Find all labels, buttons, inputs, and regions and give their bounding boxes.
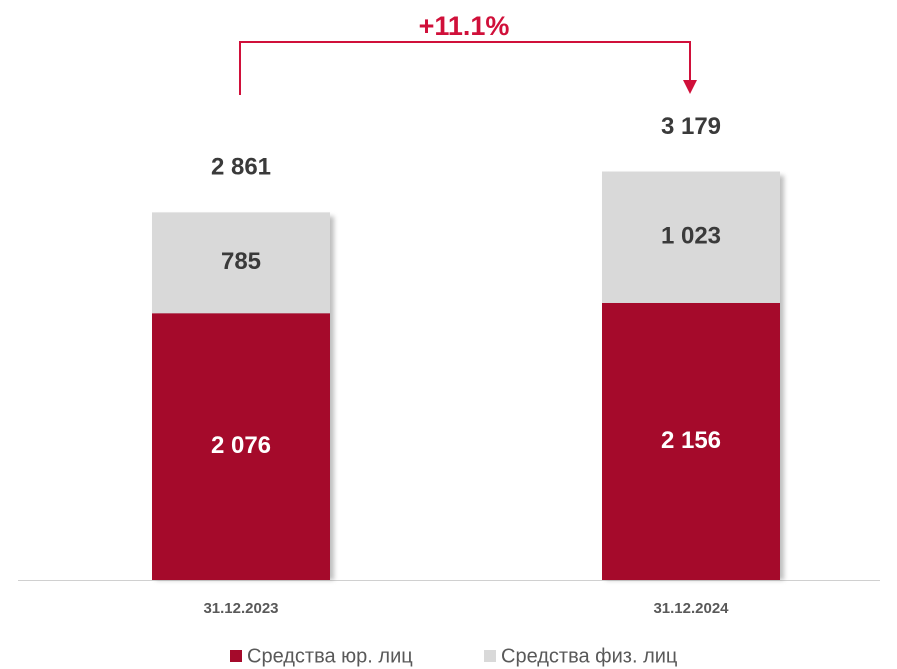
bar-segment: [152, 212, 330, 314]
growth-bracket: [239, 41, 691, 95]
total-label: 3 179: [661, 113, 721, 140]
total-label: 2 861: [211, 154, 271, 181]
bar-segment: [602, 171, 780, 303]
x-tick-label: 31.12.2023: [203, 600, 278, 617]
x-tick-label: 31.12.2024: [653, 600, 729, 617]
growth-annotation: +11.1%: [419, 11, 510, 41]
value-label: 785: [221, 248, 261, 275]
value-label: 2 076: [211, 432, 271, 459]
legend-label: Средства юр. лиц: [247, 645, 413, 667]
bar-segment: [152, 313, 330, 580]
legend-label: Средства физ. лиц: [501, 645, 677, 667]
legend-swatch: [484, 650, 496, 662]
value-label: 2 156: [661, 427, 721, 454]
legend-swatch: [230, 650, 242, 662]
value-label: 1 023: [661, 223, 721, 250]
growth-arrowhead: [683, 80, 697, 94]
bar-segment: [602, 302, 780, 580]
